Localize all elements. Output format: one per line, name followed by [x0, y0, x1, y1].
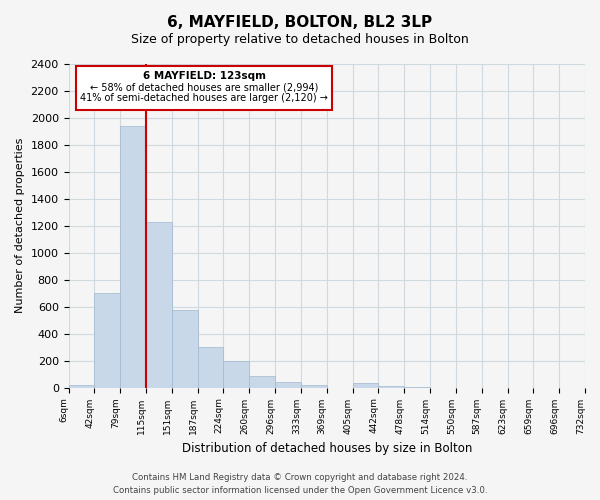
Bar — [353, 383, 379, 388]
X-axis label: Distribution of detached houses by size in Bolton: Distribution of detached houses by size … — [182, 442, 472, 455]
Bar — [94, 293, 120, 388]
Bar — [197, 347, 223, 388]
Bar — [301, 385, 327, 388]
Text: 6 MAYFIELD: 123sqm: 6 MAYFIELD: 123sqm — [143, 72, 266, 82]
Bar — [404, 387, 430, 388]
Bar — [68, 385, 94, 388]
Bar — [146, 222, 172, 388]
FancyBboxPatch shape — [76, 66, 332, 110]
Bar — [223, 360, 249, 388]
Bar — [172, 310, 197, 388]
Text: Size of property relative to detached houses in Bolton: Size of property relative to detached ho… — [131, 32, 469, 46]
Y-axis label: Number of detached properties: Number of detached properties — [15, 138, 25, 314]
Text: ← 58% of detached houses are smaller (2,994): ← 58% of detached houses are smaller (2,… — [90, 82, 318, 92]
Text: 41% of semi-detached houses are larger (2,120) →: 41% of semi-detached houses are larger (… — [80, 93, 328, 103]
Bar — [379, 386, 404, 388]
Bar — [275, 382, 301, 388]
Text: 6, MAYFIELD, BOLTON, BL2 3LP: 6, MAYFIELD, BOLTON, BL2 3LP — [167, 15, 433, 30]
Text: Contains HM Land Registry data © Crown copyright and database right 2024.
Contai: Contains HM Land Registry data © Crown c… — [113, 473, 487, 495]
Bar — [249, 376, 275, 388]
Bar — [120, 126, 146, 388]
